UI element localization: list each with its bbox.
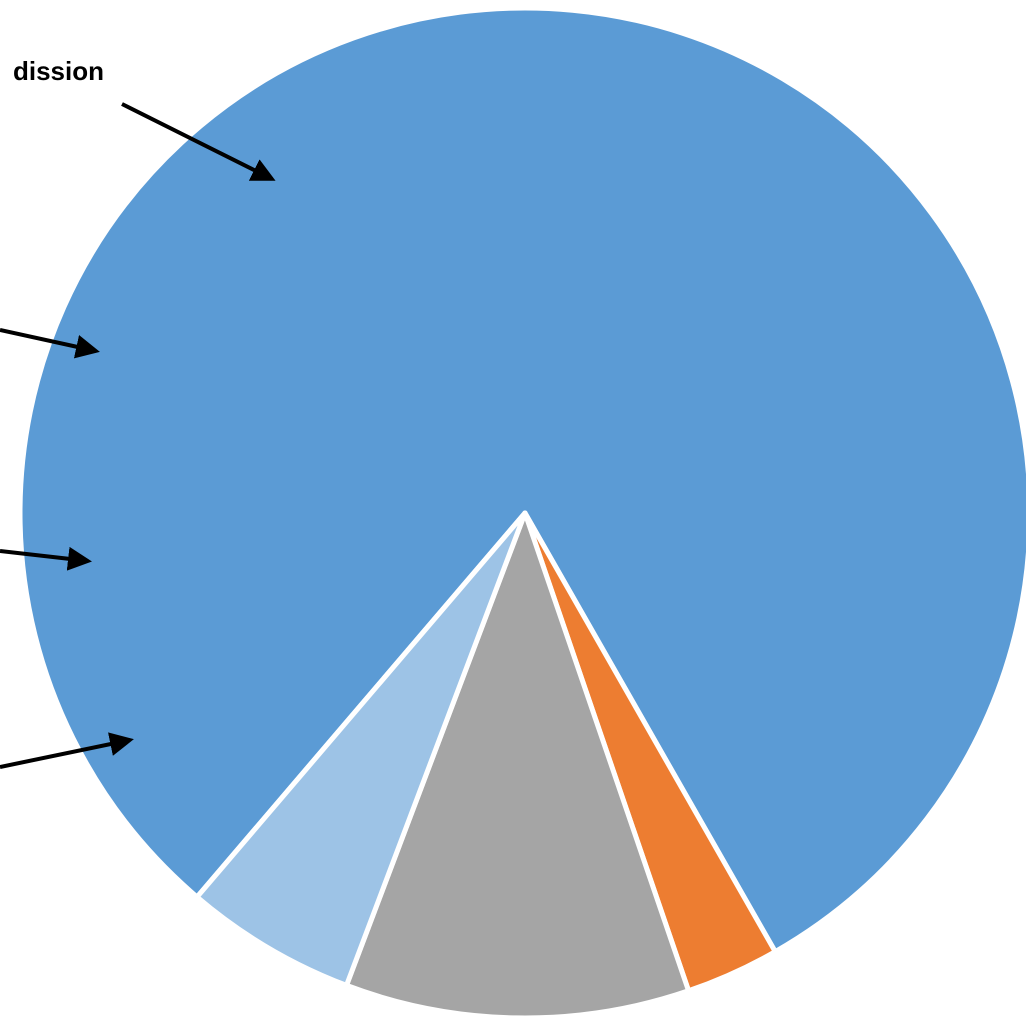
arrow-light — [0, 328, 100, 359]
arrow-orange — [0, 732, 134, 769]
pie-slices — [17, 5, 1026, 1019]
pie-slice-0 — [17, 5, 1026, 955]
pie-slice-3 — [194, 510, 528, 988]
annotation-arrows — [0, 102, 276, 769]
pie-slice-2 — [344, 510, 692, 1019]
arrow-gray — [0, 546, 92, 571]
arrow-main — [121, 102, 276, 181]
slice-label-main: dission — [13, 56, 104, 86]
